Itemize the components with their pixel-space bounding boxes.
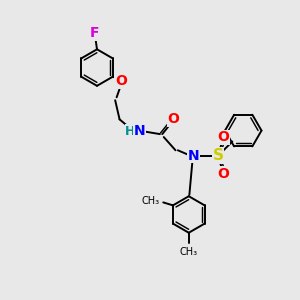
Text: O: O <box>217 130 229 144</box>
Text: S: S <box>213 148 224 163</box>
Text: F: F <box>90 26 100 40</box>
Text: CH₃: CH₃ <box>180 247 198 256</box>
Text: O: O <box>217 167 229 181</box>
Text: O: O <box>167 112 179 126</box>
Text: CH₃: CH₃ <box>142 196 160 206</box>
Text: N: N <box>134 124 145 138</box>
Text: H: H <box>125 125 136 138</box>
Text: N: N <box>188 148 199 163</box>
Text: O: O <box>115 74 127 88</box>
